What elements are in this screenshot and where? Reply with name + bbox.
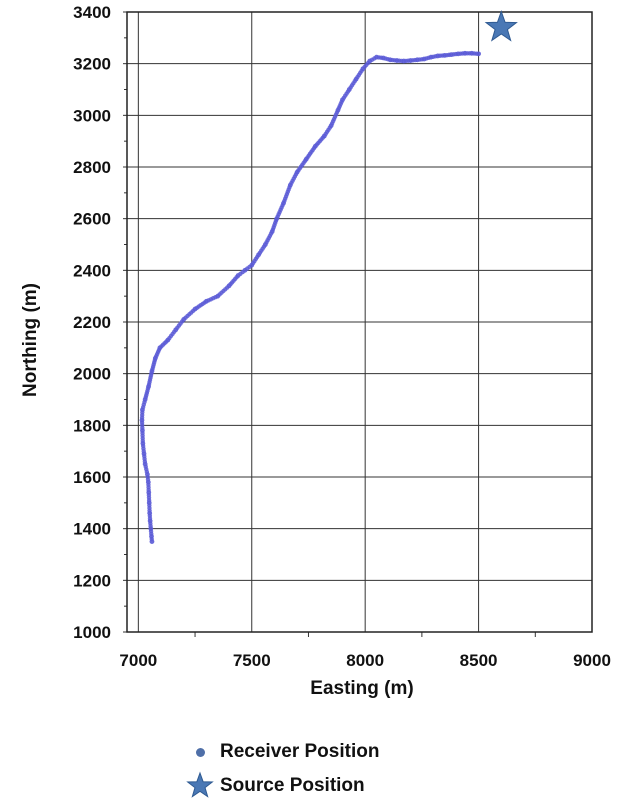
plot-frame <box>126 11 593 633</box>
gridlines <box>127 11 593 633</box>
tick-labels: 1000 1200 1400 1600 1800 2000 2200 2400 2600 2800… <box>73 3 611 670</box>
x-tick-label: 8500 <box>460 651 498 670</box>
y-tick-label: 2200 <box>73 313 111 332</box>
x-tick-label: 7500 <box>233 651 271 670</box>
y-tick-label: 3400 <box>73 3 111 22</box>
legend-item-source: Source Position <box>180 769 480 803</box>
legend: Receiver Position Source Position <box>180 735 480 803</box>
dot-icon <box>195 747 205 757</box>
y-tick-label: 3000 <box>73 106 111 125</box>
y-tick-label: 1800 <box>73 416 111 435</box>
legend-source-label: Source Position <box>220 775 365 796</box>
source-marker <box>484 10 518 42</box>
y-tick-label: 1600 <box>73 468 111 487</box>
y-axis-title: Northing (m) <box>20 283 41 397</box>
x-tick-label: 9000 <box>573 651 611 670</box>
y-tick-label: 2600 <box>73 210 111 229</box>
star-icon <box>186 771 214 798</box>
x-tick-label: 7000 <box>119 651 157 670</box>
y-tick-label: 1400 <box>73 520 111 539</box>
source-star <box>484 10 518 42</box>
axes <box>123 11 593 637</box>
y-tick-label: 2800 <box>73 158 111 177</box>
x-axis-title: Easting (m) <box>310 678 413 699</box>
receiver-point <box>476 51 481 57</box>
x-tick-label: 8000 <box>346 651 384 670</box>
y-tick-label: 1000 <box>73 623 111 642</box>
receiver-points <box>139 50 481 544</box>
y-tick-label: 1200 <box>73 571 111 590</box>
legend-receiver-label: Receiver Position <box>220 741 380 762</box>
y-tick-label: 3200 <box>73 55 111 74</box>
y-tick-label: 2000 <box>73 365 111 384</box>
legend-item-receiver: Receiver Position <box>180 735 480 769</box>
y-tick-label: 2400 <box>73 261 111 280</box>
